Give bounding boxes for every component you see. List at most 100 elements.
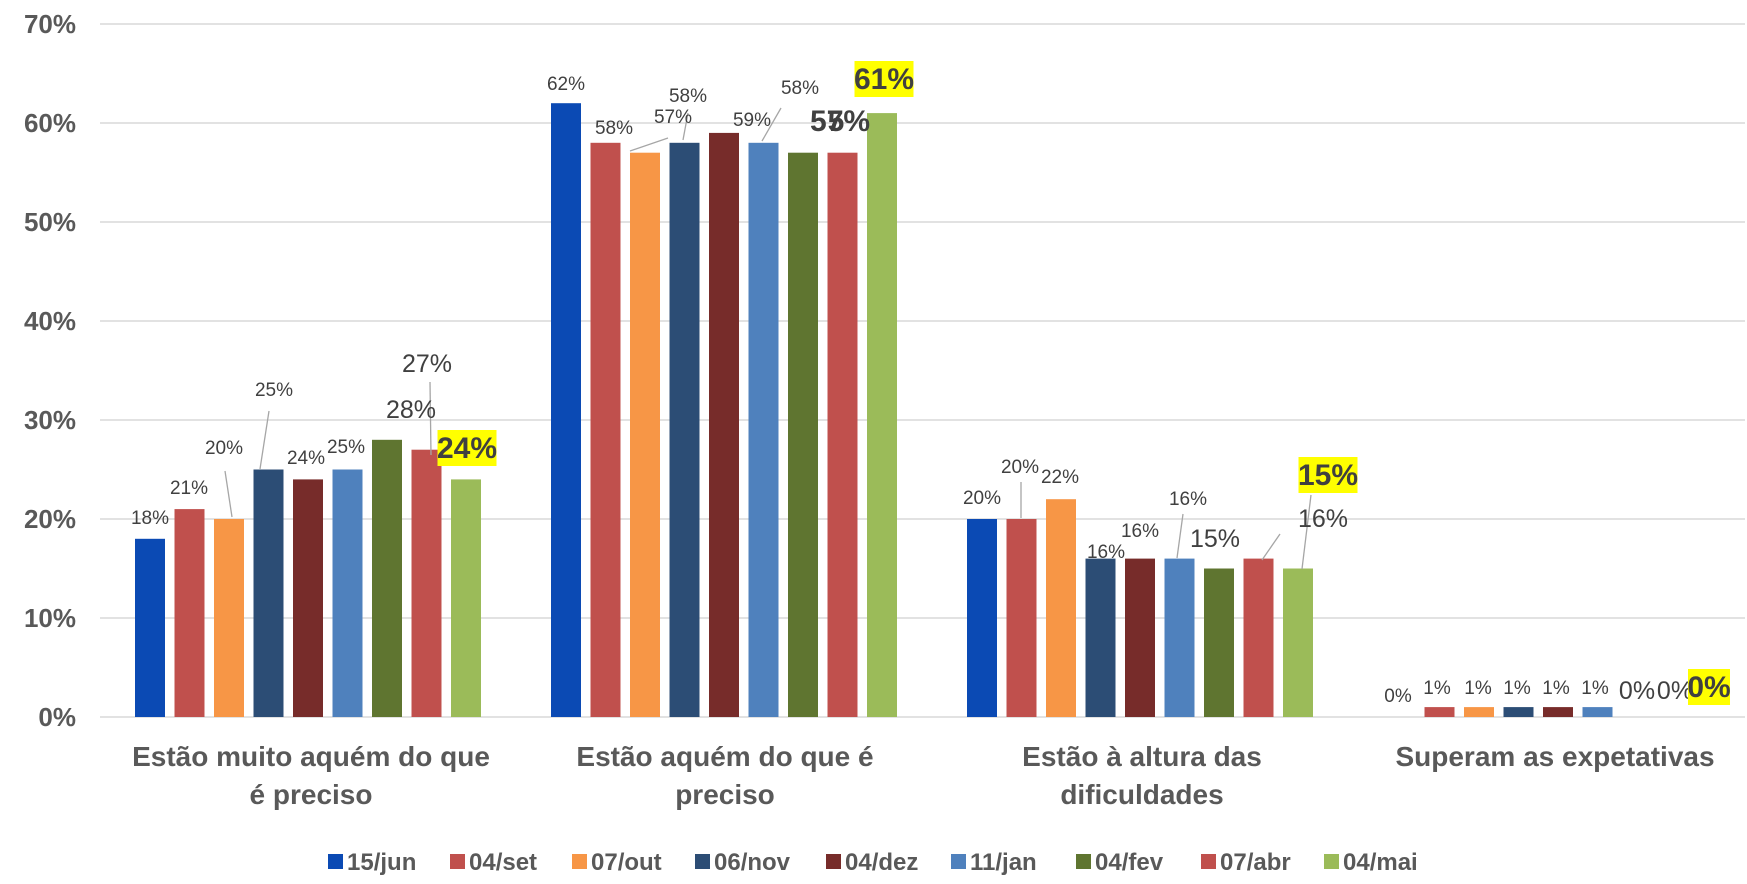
bar [630,152,660,717]
legend-swatch [1076,854,1091,869]
data-label: 28% [386,396,436,424]
data-label: 20% [963,488,1001,509]
legend-swatch [1324,854,1339,869]
data-label: 1% [1542,678,1570,699]
category-label: é preciso [250,779,373,810]
legend-label: 04/mai [1343,849,1418,876]
bar [1582,707,1613,717]
legend-label: 15/jun [347,849,416,876]
data-label: 59% [733,110,771,131]
data-label: 25% [255,380,293,401]
legend-label: 04/set [469,849,537,876]
bar [867,113,897,718]
data-label-highlight [854,61,914,97]
bar [135,538,165,717]
data-label: 58% [669,86,707,107]
data-label: 0% [1687,671,1730,704]
bar [1424,707,1455,717]
legend-label: 11/jan [970,849,1037,876]
category-label: Estão aquém do que é [576,741,873,772]
data-label-highlight [1688,669,1730,705]
y-tick-label: 50% [24,207,76,237]
bar [551,103,581,717]
data-label: 16% [1087,542,1125,563]
data-label: 25% [327,437,365,458]
legend-label: 04/fev [1095,849,1164,876]
leader-line [682,112,689,141]
data-label: 16% [1298,505,1348,533]
category-label: Estão à altura das [1022,741,1262,772]
data-label: 0% [1619,677,1655,705]
category-label: dificuldades [1060,779,1223,810]
legend-label: 06/nov [714,849,791,876]
y-tick-label: 0% [38,702,76,732]
bar [174,509,205,717]
data-label: 22% [1041,467,1079,488]
legend-swatch [328,854,343,869]
leader-line [761,107,782,142]
legend: 15/jun 04/set 07/out 06/nov 04/dez 11/jan 04/f… [328,849,1418,876]
bar [1243,558,1274,717]
data-label: 16% [1169,489,1207,510]
leader-line [629,137,669,152]
legend-swatch [1201,854,1216,869]
bar [709,132,739,717]
bar [788,152,818,717]
leader-line [259,410,270,470]
y-tick-label: 30% [24,405,76,435]
bar [1283,568,1313,717]
category-label: Superam as expetativas [1395,741,1714,772]
data-label: 0% [1657,677,1693,705]
data-label: 5 [828,105,845,138]
data-label: 24% [437,432,497,465]
bar [669,142,700,718]
data-label-highlight [437,430,497,466]
y-tick-label: 60% [24,108,76,138]
legend-swatch [826,854,841,869]
legend-swatch [695,854,710,869]
y-tick-label: 10% [24,603,76,633]
y-tick-label: 40% [24,306,76,336]
category-label: preciso [675,779,775,810]
bar [451,479,481,717]
bar [748,142,779,718]
bar [827,152,858,717]
data-label: 57% [654,107,692,128]
leader-line [429,381,432,456]
bar [1006,519,1037,717]
data-label-highlight [1298,457,1358,493]
data-label: 62% [547,74,585,95]
legend-label: 04/dez [845,849,918,876]
data-label: 15% [1298,459,1358,492]
bar [967,519,997,717]
category-label: Estão muito aquém do que [132,741,490,772]
legend-swatch [450,854,465,869]
data-label: 1% [1423,678,1451,699]
data-label: 24% [287,448,325,469]
bar [1046,499,1076,717]
bar [372,439,402,717]
bar [214,519,244,717]
bar [332,469,363,717]
data-label: 57% [810,105,870,138]
data-label: 21% [170,478,208,499]
bar [1164,558,1195,717]
data-label: 1% [1503,678,1531,699]
leader-line [224,470,233,518]
bar [293,479,323,717]
data-label: 15% [1190,525,1240,553]
legend-label: 07/abr [1220,849,1291,876]
data-label: 1% [1464,678,1492,699]
legend-swatch [951,854,966,869]
leader-line [1301,494,1312,570]
bar [253,469,284,717]
y-axis: 0% 10% 20% 30% 40% 50% 60% 70% [24,9,76,732]
data-label: 0% [1384,686,1412,707]
data-label: 58% [595,118,633,139]
leader-line [1176,513,1184,559]
leader-line [1261,533,1281,561]
y-tick-label: 70% [24,9,76,39]
data-label: 61% [854,63,914,96]
legend-label: 07/out [591,849,662,876]
